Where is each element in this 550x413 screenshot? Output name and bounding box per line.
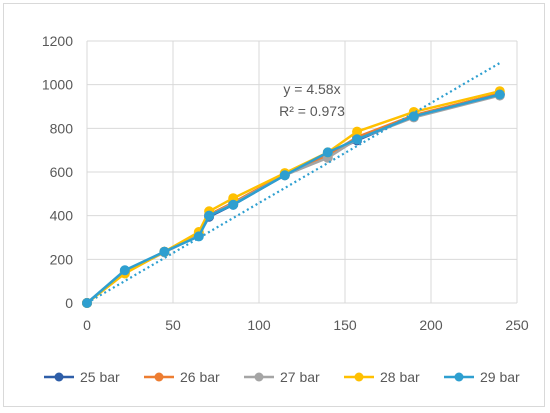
y-tick-label: 200 [50, 251, 74, 267]
data-point [119, 265, 130, 276]
series-27-bar [82, 90, 505, 308]
gridlines [86, 40, 518, 304]
y-tick-label: 0 [65, 295, 73, 311]
linear-trendline [86, 62, 501, 304]
data-point [193, 231, 204, 242]
legend: 25 bar 26 bar 27 bar 28 bar 29 bar [44, 369, 520, 385]
data-point [279, 170, 290, 181]
y-tick-label: 400 [50, 208, 74, 224]
legend-label: 28 bar [380, 369, 420, 385]
x-axis-tick-labels: 0 50 100 150 200 250 [83, 317, 529, 333]
legend-label: 25 bar [80, 369, 120, 385]
legend-marker [354, 372, 364, 382]
series-29-bar [82, 89, 505, 308]
x-tick-label: 150 [333, 317, 357, 333]
x-tick-label: 250 [505, 317, 529, 333]
legend-item: 28 bar [344, 369, 420, 385]
data-point [204, 210, 215, 221]
x-tick-label: 100 [247, 317, 271, 333]
trendline-r-squared: R² = 0.973 [279, 103, 345, 119]
series-line [86, 92, 501, 304]
y-axis-tick-labels: 0 200 400 600 800 1000 1200 [42, 33, 73, 311]
line-chart: 0 200 400 600 800 1000 1200 0 50 100 150 200 250 y … [42, 33, 529, 385]
trendline-equation: y = 4.58x [283, 81, 340, 97]
chart-frame: 0 200 400 600 800 1000 1200 0 50 100 150 200 250 y … [3, 3, 545, 407]
legend-marker [254, 372, 264, 382]
legend-label: 26 bar [180, 369, 220, 385]
data-point [408, 111, 419, 122]
trendline-annotations: y = 4.58x R² = 0.973 [279, 81, 345, 119]
trendline-group [86, 62, 501, 304]
legend-marker [454, 372, 464, 382]
legend-item: 29 bar [444, 369, 520, 385]
legend-marker [154, 372, 164, 382]
y-tick-label: 600 [50, 164, 74, 180]
legend-item: 26 bar [144, 369, 220, 385]
legend-item: 25 bar [44, 369, 120, 385]
x-tick-label: 50 [165, 317, 181, 333]
x-tick-label: 200 [419, 317, 443, 333]
data-point [352, 134, 363, 145]
series-26-bar [82, 88, 505, 308]
series-25-bar [82, 89, 505, 308]
series-28-bar [82, 86, 505, 308]
data-point [322, 147, 333, 158]
legend-item: 27 bar [244, 369, 320, 385]
data-point [159, 246, 170, 257]
series-line [86, 94, 501, 304]
legend-label: 27 bar [280, 369, 320, 385]
data-point [494, 89, 505, 100]
legend-marker [54, 372, 64, 382]
y-tick-label: 800 [50, 120, 74, 136]
y-tick-label: 1000 [42, 77, 73, 93]
x-tick-label: 0 [83, 317, 91, 333]
series-line [86, 93, 501, 304]
series-line [86, 90, 501, 304]
y-tick-label: 1200 [42, 33, 73, 49]
data-point [228, 199, 239, 210]
legend-label: 29 bar [480, 369, 520, 385]
series-group [82, 86, 505, 308]
series-line [86, 93, 501, 304]
